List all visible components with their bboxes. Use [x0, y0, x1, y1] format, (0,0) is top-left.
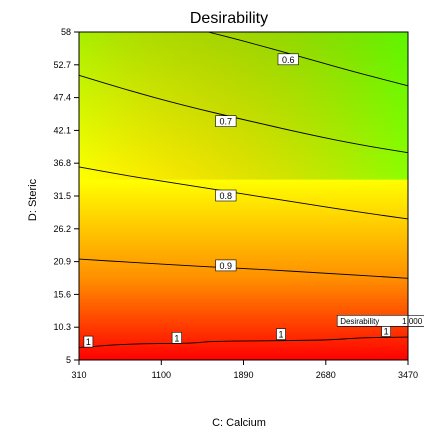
contour-line-0.9: [78, 258, 409, 279]
contour-label-text: 0.6: [282, 55, 295, 65]
contour-label-0.6: 0.6: [277, 53, 299, 66]
y-tick-label: 42.1: [53, 125, 71, 135]
contour-label-0.7: 0.7: [215, 115, 237, 127]
contour-label-extra-0: 1: [83, 335, 94, 348]
contour-label-box: [171, 331, 182, 344]
contour-label-0.8: 0.8: [215, 189, 237, 202]
x-axis-title: C: Calcium: [212, 417, 266, 429]
contour-line-0.6: [207, 31, 409, 87]
y-tick-label: 47.4: [53, 93, 71, 103]
y-tick-label: 5: [66, 355, 71, 365]
contour-labels: 0.6 0.7 0.8 0.9 1 1 1 1: [83, 53, 391, 348]
contour-label-extra-1: 1: [276, 328, 286, 340]
x-tick-label: 310: [71, 370, 86, 380]
contour-label-text: 0.8: [220, 191, 233, 201]
contour-line-0.7: [78, 74, 409, 154]
contour-label-box: [215, 115, 237, 127]
y-tick-label: 10.3: [53, 322, 71, 332]
x-axis-ticks: 310 1100 1890 2680 3470: [71, 360, 418, 380]
plot-area: [79, 32, 408, 360]
contour-line-1: [78, 336, 409, 349]
contour-label-1: 1: [171, 331, 182, 344]
y-axis-title: D: Steric: [27, 178, 39, 221]
x-tick-label: 2680: [316, 370, 336, 380]
contour-label-box: [83, 335, 94, 348]
contour-label-box: [277, 53, 299, 66]
desirability-color-overlay: [79, 32, 408, 180]
contour-label-text: 0.9: [220, 261, 233, 271]
y-tick-label: 26.2: [53, 224, 71, 234]
contour-label-text: 1: [86, 337, 91, 347]
annotation-label: Desirability: [340, 317, 379, 326]
contour-line-0.8: [78, 166, 409, 220]
desirability-annotation: Desirability 1.000: [336, 314, 424, 327]
y-tick-label: 36.8: [53, 158, 71, 168]
chart-title: Desirability: [190, 10, 268, 27]
x-tick-label: 1100: [152, 370, 171, 380]
contour-label-box: [276, 328, 286, 340]
contour-lines: [78, 31, 409, 349]
y-tick-label: 20.9: [53, 257, 71, 267]
y-tick-label: 58: [61, 27, 71, 37]
y-axis-ticks: 5 10.3 15.6 20.9 26.2 31.5 36.8 42.1 47.4 52.7 58: [53, 27, 79, 365]
contour-label-box: [215, 259, 237, 272]
y-tick-label: 15.6: [53, 289, 71, 299]
contour-label-text: 1: [174, 333, 179, 343]
y-tick-label: 52.7: [53, 60, 71, 70]
contour-label-text: 1: [278, 330, 283, 340]
x-tick-label: 3470: [398, 370, 418, 380]
annotation-value: 1.000: [402, 317, 423, 326]
contour-label-0.9: 0.9: [215, 259, 237, 272]
contour-label-extra-2: 1: [381, 325, 391, 337]
y-tick-label: 31.5: [53, 191, 71, 201]
contour-label-text: 0.7: [220, 117, 233, 127]
x-tick-label: 1890: [233, 370, 253, 380]
contour-label-box: [215, 189, 237, 202]
contour-label-text: 1: [384, 327, 389, 337]
